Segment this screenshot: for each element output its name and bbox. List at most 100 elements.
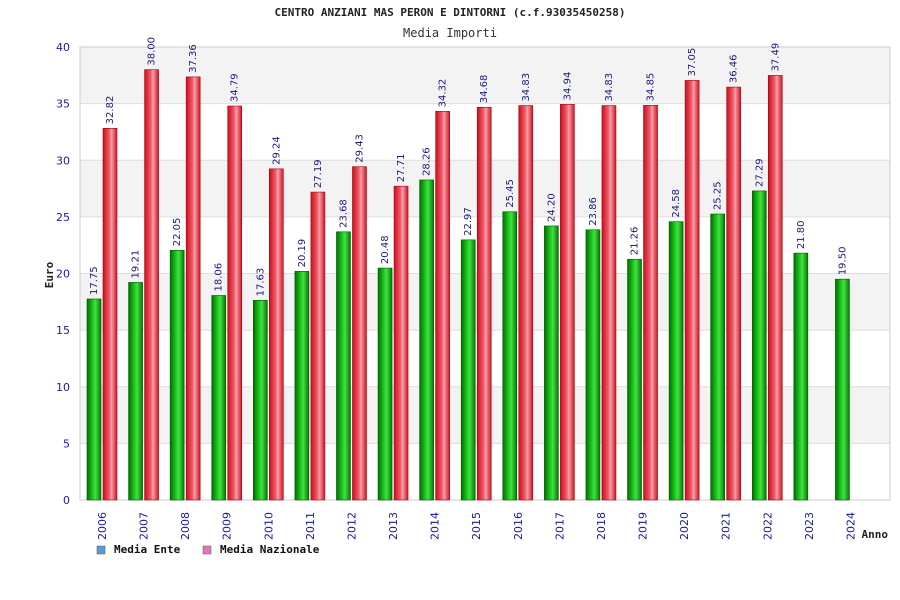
x-tick-label: 2012	[345, 512, 358, 540]
value-label: 37.36	[188, 44, 199, 73]
bar-media-nazionale-2006	[102, 128, 118, 501]
value-label: 28.26	[422, 147, 433, 176]
value-label: 32.82	[105, 96, 116, 125]
value-label: 34.85	[646, 73, 657, 102]
x-tick-label: 2006	[96, 512, 109, 540]
value-label: 24.58	[671, 189, 682, 218]
bar-media-nazionale-2016	[518, 105, 534, 501]
bar-media-ente-2019	[627, 258, 642, 501]
bar-media-ente-2015	[460, 239, 476, 501]
bar-media-ente-2017	[544, 225, 559, 501]
bar-media-nazionale-2017	[560, 104, 575, 501]
bar-media-ente-2008	[169, 249, 185, 501]
x-tick-label: 2008	[179, 512, 192, 540]
y-tick-label: 25	[56, 211, 70, 224]
x-tick-label: 2014	[429, 512, 442, 540]
bar-media-nazionale-2012	[352, 166, 367, 501]
bar-media-ente-2012	[336, 231, 351, 501]
value-label: 37.49	[770, 43, 781, 72]
legend-swatch-media-ente	[96, 545, 106, 555]
y-tick-label: 5	[63, 437, 70, 450]
value-label: 17.63	[255, 268, 266, 297]
value-labels-group: 17.75 32.82 19.21 38.00 22.05 37.36 18.06 34.79…	[89, 37, 848, 296]
y-tick-label: 40	[56, 41, 70, 54]
x-tick-label: 2013	[387, 512, 400, 540]
bar-media-nazionale-2021	[726, 86, 741, 501]
bar-media-ente-2023	[793, 252, 809, 501]
value-label: 25.45	[505, 179, 516, 208]
value-label: 34.83	[604, 73, 615, 102]
bar-media-ente-2009	[211, 295, 227, 501]
value-label: 25.25	[713, 181, 724, 210]
x-tick-label: 2009	[221, 512, 234, 540]
value-label: 20.19	[297, 239, 308, 268]
bar-media-ente-2016	[502, 211, 518, 501]
value-label: 34.79	[230, 73, 241, 102]
bar-media-nazionale-2014	[435, 111, 450, 501]
y-tick-label: 30	[56, 154, 70, 167]
value-label: 34.68	[479, 75, 490, 104]
value-label: 27.29	[754, 158, 765, 187]
bar-media-ente-2013	[377, 267, 393, 501]
bar-media-ente-2014	[419, 179, 434, 501]
bar-media-nazionale-2015	[476, 106, 492, 501]
x-tick-label: 2023	[803, 512, 816, 540]
bar-media-nazionale-2019	[643, 105, 658, 501]
bar-media-nazionale-2009	[227, 105, 243, 501]
value-label: 23.68	[338, 199, 349, 228]
bar-media-nazionale-2022	[767, 75, 783, 501]
value-label: 22.97	[463, 207, 474, 236]
x-axis-label: Anno	[862, 528, 889, 541]
value-label: 21.80	[796, 220, 807, 249]
bar-media-ente-2021	[710, 213, 725, 501]
y-tick-label: 35	[56, 98, 70, 111]
y-axis: 0 5 10 15 20 25 30 35 40	[56, 41, 70, 507]
chart-title: CENTRO ANZIANI MAS PERON E DINTORNI (c.f…	[275, 6, 626, 19]
legend-swatch-media-nazionale	[202, 545, 212, 555]
x-tick-label: 2011	[304, 512, 317, 540]
bar-media-ente-2006	[86, 298, 102, 501]
value-label: 27.71	[396, 154, 407, 183]
value-label: 24.20	[546, 193, 557, 222]
bar-media-ente-2024	[835, 278, 850, 501]
bar-media-nazionale-2011	[310, 191, 326, 501]
bar-media-nazionale-2018	[601, 105, 617, 501]
x-tick-label: 2021	[720, 512, 733, 540]
legend-label-media-ente: Media Ente	[114, 543, 181, 556]
value-label: 37.05	[687, 48, 698, 77]
value-label: 20.48	[380, 235, 391, 264]
bar-media-ente-2020	[668, 221, 684, 501]
x-tick-label: 2018	[595, 512, 608, 540]
bar-media-nazionale-2013	[393, 185, 409, 501]
value-label: 18.06	[214, 263, 225, 292]
value-label: 22.05	[172, 218, 183, 247]
value-label: 34.94	[562, 72, 573, 101]
x-tick-label: 2019	[637, 512, 650, 540]
x-tick-label: 2020	[678, 512, 691, 540]
value-label: 19.21	[131, 250, 142, 279]
x-tick-label: 2017	[553, 512, 566, 540]
value-label: 34.83	[521, 73, 532, 102]
bar-media-ente-2011	[294, 271, 310, 501]
y-tick-label: 20	[56, 268, 70, 281]
x-tick-label: 2024	[844, 512, 857, 540]
bars-group	[86, 69, 850, 501]
value-label: 23.86	[588, 197, 599, 226]
bar-media-nazionale-2010	[269, 168, 284, 501]
value-label: 19.50	[837, 247, 848, 276]
bar-media-ente-2022	[751, 190, 767, 501]
value-label: 29.43	[354, 134, 365, 163]
value-label: 21.26	[630, 227, 641, 256]
bar-media-nazionale-2008	[185, 76, 201, 501]
value-label: 34.32	[438, 79, 449, 108]
y-tick-label: 15	[56, 324, 70, 337]
chart-subtitle: Media Importi	[403, 26, 497, 40]
value-label: 29.24	[271, 136, 282, 165]
legend: Media Ente Media Nazionale	[96, 543, 320, 556]
bar-media-nazionale-2007	[144, 69, 159, 501]
x-tick-label: 2007	[138, 512, 151, 540]
value-label: 38.00	[147, 37, 158, 66]
bar-media-nazionale-2020	[684, 80, 700, 501]
value-label: 36.46	[729, 54, 740, 83]
